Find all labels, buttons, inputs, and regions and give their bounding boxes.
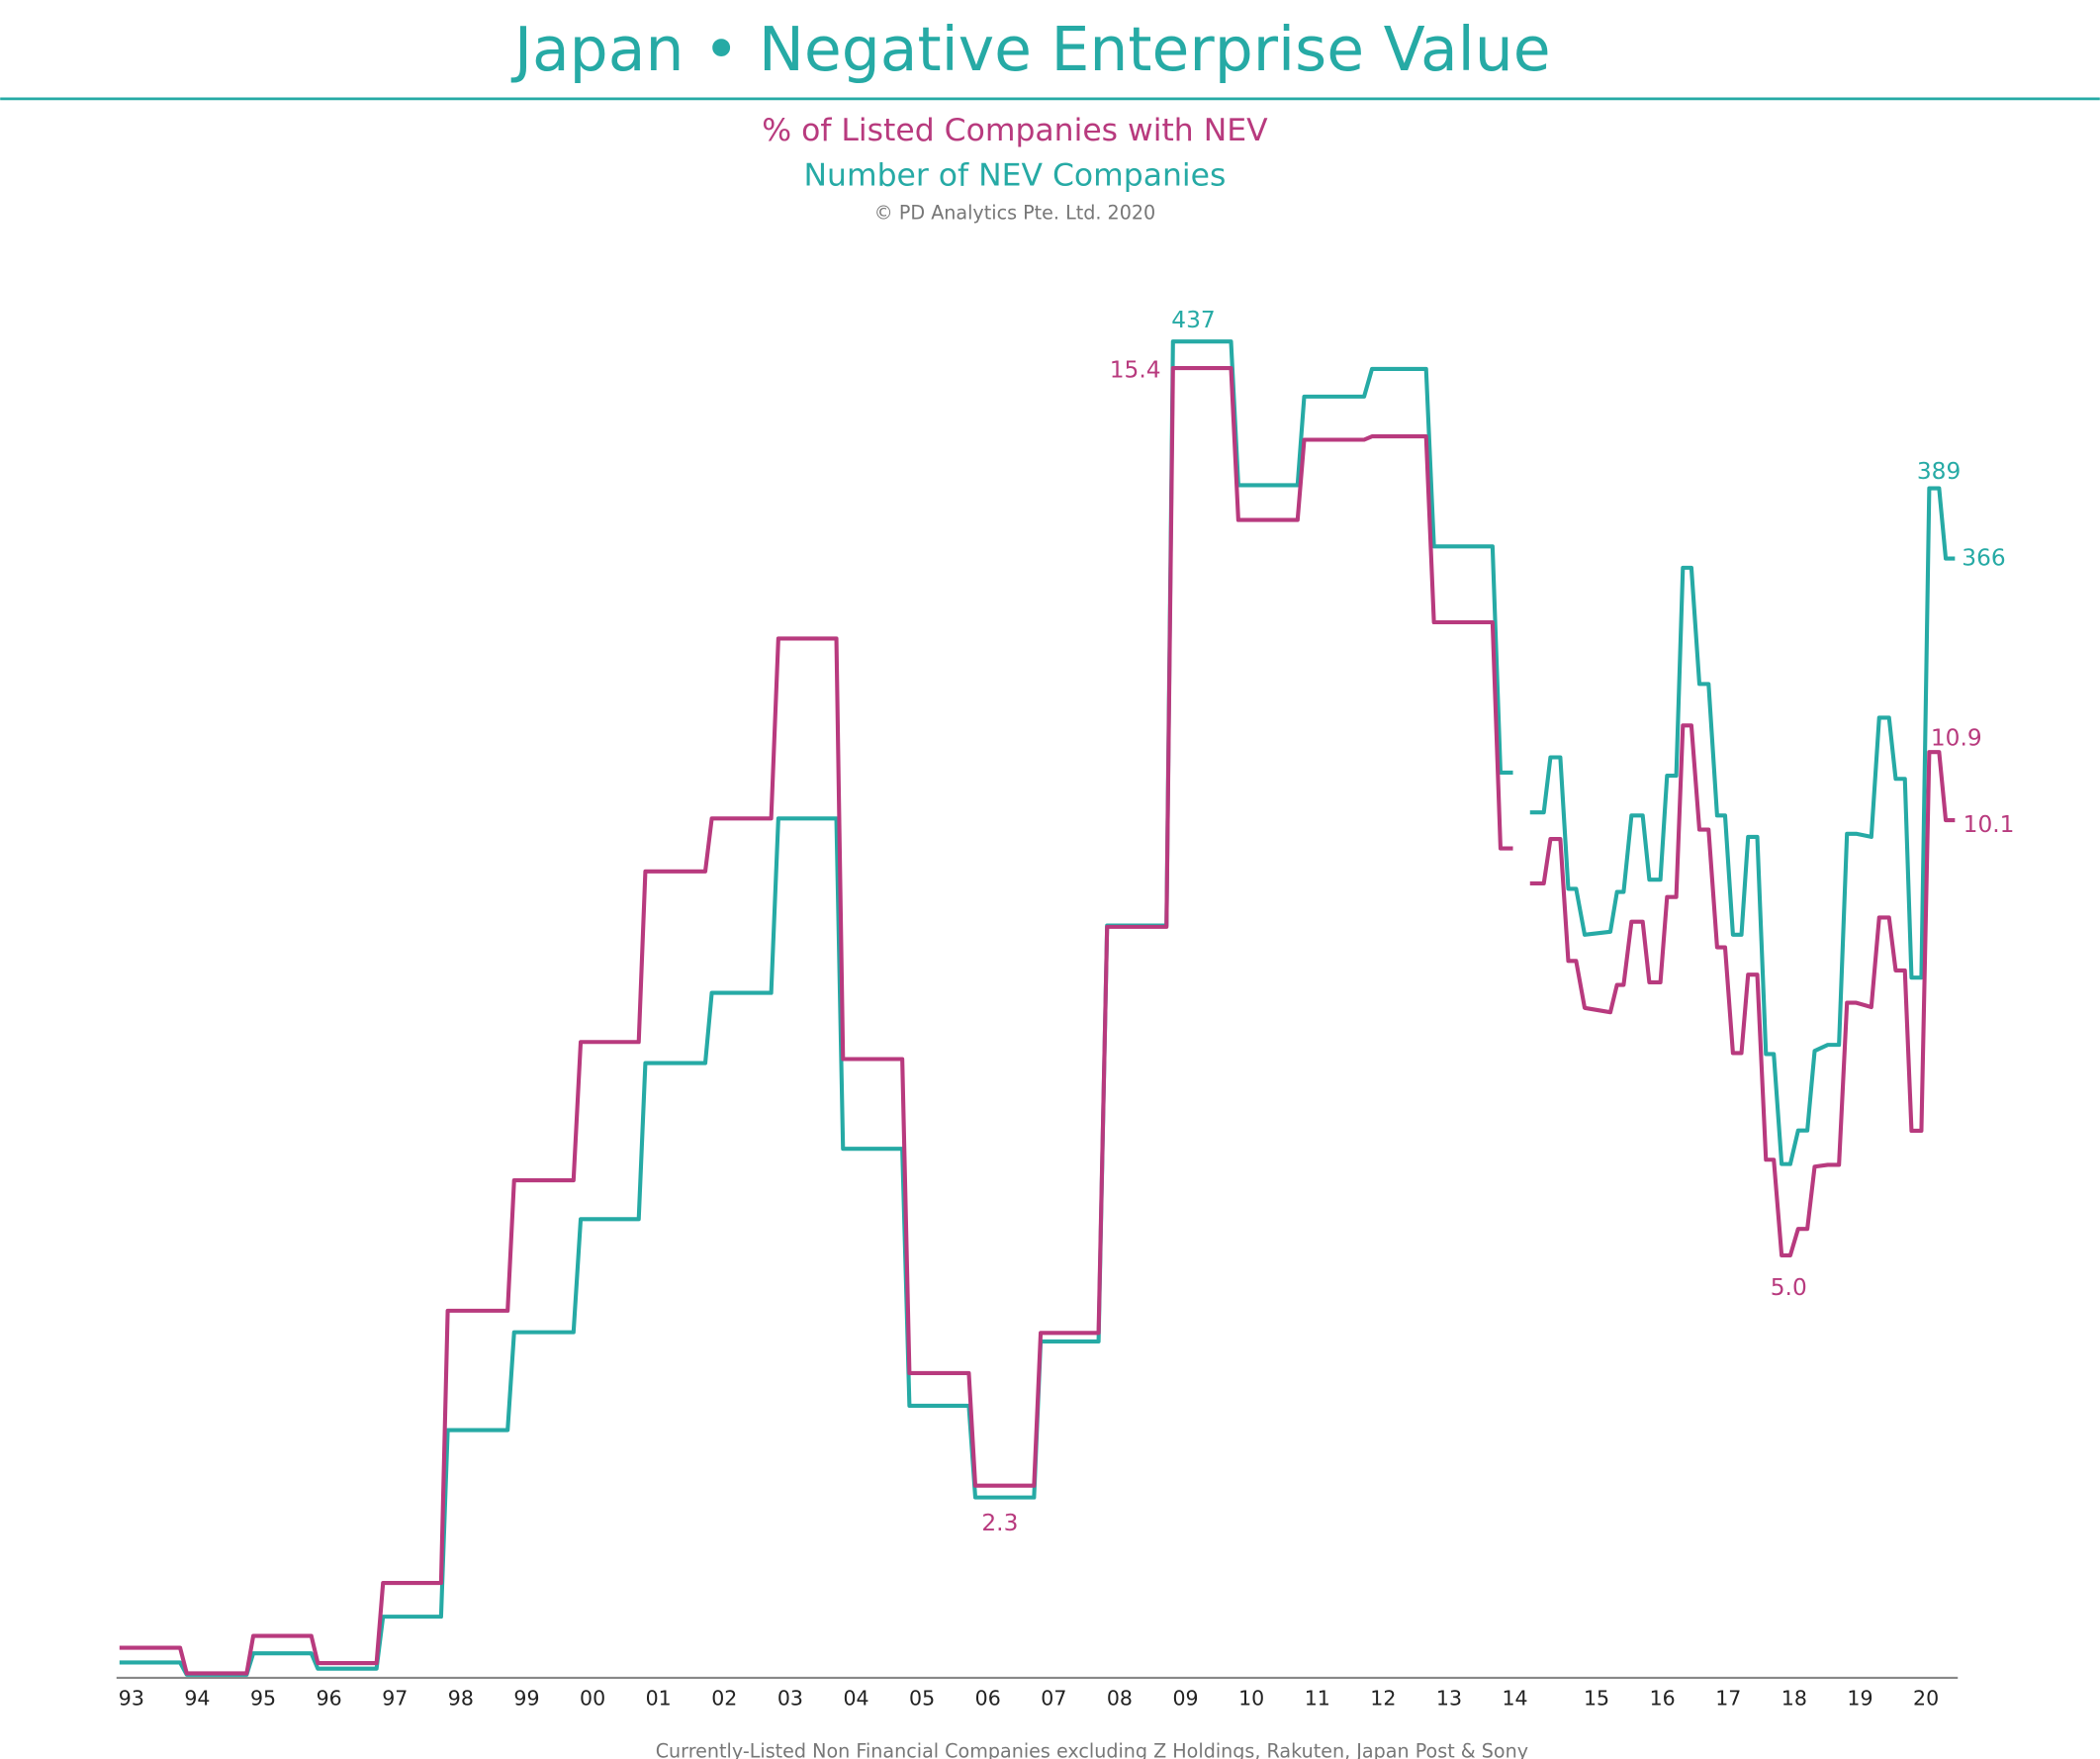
pct-nev-line-segment-1 — [1529, 723, 1956, 1257]
x-tick-label: 93 — [119, 1686, 144, 1710]
x-tick-label: 94 — [184, 1686, 210, 1710]
x-tick-labels: 93 94 95 96 97 98 99 00 01 02 03 04 05 06 07 08 09 10 11 12… — [119, 1686, 1939, 1710]
x-tick-label: 95 — [250, 1686, 276, 1710]
count-nev-line-segment-1 — [1529, 486, 1956, 1166]
x-tick-label: 02 — [711, 1686, 737, 1710]
legend-pct: % of Listed Companies with NEV — [762, 113, 1268, 148]
x-tick-label: 05 — [909, 1686, 935, 1710]
label-count-2020-high: 389 — [1917, 458, 1961, 485]
x-tick-label: 20 — [1913, 1686, 1939, 1710]
count-nev-line-segment-0 — [119, 339, 1513, 1677]
x-tick-label: 14 — [1503, 1686, 1528, 1710]
label-pct-2020-high: 10.9 — [1931, 725, 1982, 752]
copyright: © PD Analytics Pte. Ltd. 2020 — [874, 202, 1156, 225]
label-count-peak: 437 — [1171, 307, 1215, 333]
label-pct-low-2006: 2.3 — [981, 1510, 1018, 1536]
x-tick-label: 04 — [843, 1686, 868, 1710]
x-tick-label: 01 — [646, 1686, 672, 1710]
x-tick-label: 15 — [1584, 1686, 1609, 1710]
label-pct-low-2018: 5.0 — [1771, 1274, 1807, 1301]
x-tick-label: 96 — [317, 1686, 342, 1710]
x-tick-label: 11 — [1305, 1686, 1330, 1710]
x-tick-label: 03 — [777, 1686, 803, 1710]
footnote: Currently-Listed Non Financial Companies… — [656, 1740, 1528, 1759]
label-pct-latest: 10.1 — [1963, 811, 2015, 838]
x-tick-label: 19 — [1847, 1686, 1872, 1710]
series-lines — [119, 339, 1956, 1677]
label-pct-peak: 15.4 — [1110, 357, 1161, 384]
x-tick-label: 10 — [1238, 1686, 1264, 1710]
x-tick-label: 07 — [1041, 1686, 1066, 1710]
x-tick-label: 97 — [382, 1686, 408, 1710]
x-tick-label: 13 — [1436, 1686, 1462, 1710]
label-count-latest: 366 — [1962, 545, 2005, 572]
x-tick-label: 99 — [513, 1686, 539, 1710]
x-tick-label: 98 — [448, 1686, 474, 1710]
x-tick-label: 00 — [580, 1686, 605, 1710]
pct-nev-line-segment-0 — [119, 365, 1513, 1676]
x-tick-label: 16 — [1650, 1686, 1676, 1710]
x-tick-label: 12 — [1370, 1686, 1396, 1710]
legend-count: Number of NEV Companies — [804, 157, 1227, 193]
x-tick-label: 06 — [975, 1686, 1001, 1710]
x-tick-label: 09 — [1172, 1686, 1198, 1710]
chart-title: Japan • Negative Enterprise Value — [510, 14, 1551, 85]
x-tick-label: 18 — [1781, 1686, 1807, 1710]
x-tick-label: 08 — [1107, 1686, 1133, 1710]
x-tick-label: 17 — [1715, 1686, 1741, 1710]
